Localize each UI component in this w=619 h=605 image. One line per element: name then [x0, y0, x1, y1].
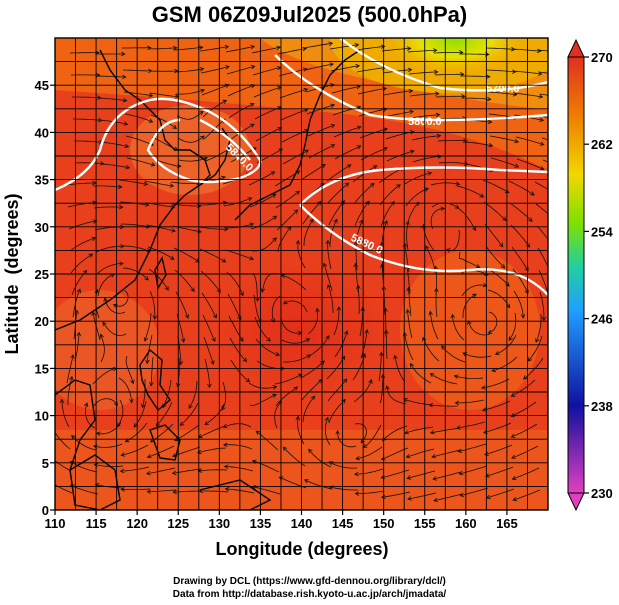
x-tick-label: 130 [208, 516, 230, 531]
y-tick-label: 20 [35, 314, 49, 329]
x-tick-label: 145 [332, 516, 354, 531]
colorbar-tick-label: 254 [591, 224, 613, 239]
x-tick-label: 115 [86, 516, 107, 531]
colorbar-tick-label: 270 [591, 50, 613, 65]
contour-5700 [339, 38, 548, 92]
coastline-japan [234, 49, 361, 221]
y-tick-label: 40 [35, 125, 49, 140]
plot-frame [54, 37, 549, 511]
y-tick-label: 35 [35, 173, 49, 188]
y-tick-label: 45 [35, 78, 49, 93]
coastline-mindanao [149, 424, 181, 461]
map-title: GSM 06Z09Jul2025 (500.0hPa) [151, 2, 468, 27]
y-axis-title: Latitude (degrees) [2, 193, 22, 354]
contour-label-5700: 5700.0 [486, 83, 520, 95]
x-tick-label: 165 [496, 516, 518, 531]
y-tick-label: 5 [42, 456, 49, 471]
colorbar-tick-label: 238 [591, 399, 613, 414]
colorbar-tick-label: 230 [591, 486, 613, 501]
x-tick-label: 135 [250, 516, 272, 531]
x-tick-label: 160 [455, 516, 477, 531]
y-tick-label: 15 [35, 361, 49, 376]
lat-lon-grid [54, 37, 549, 511]
coastline-borneo [69, 454, 121, 510]
x-tick-label: 120 [126, 516, 148, 531]
y-tick-label: 0 [42, 503, 49, 518]
x-axis-title: Longitude (degrees) [215, 539, 388, 559]
x-tick-label: 140 [291, 516, 313, 531]
y-tick-label: 30 [35, 220, 49, 235]
x-tick-label: 150 [373, 516, 395, 531]
colorbar-arrow-bottom [567, 492, 585, 512]
coastline-taiwan [154, 256, 167, 290]
colorbar-tick-label: 246 [591, 312, 613, 327]
coastline-luzon [139, 348, 171, 412]
contour-5800 [274, 54, 548, 122]
x-tick-label: 110 [45, 516, 66, 531]
credit-drawing: Drawing by DCL (https://www.gfd-dennou.o… [173, 576, 446, 587]
y-tick-label: 10 [35, 409, 49, 424]
axis-ticks: 110 115 120 125 130 135 140 145 150 155 160 165 0 5 10… [35, 78, 518, 531]
credit-data: Data from http://database.rish.kyoto-u.a… [172, 589, 447, 600]
x-tick-label: 125 [167, 516, 189, 531]
colorbar-arrow-top [567, 38, 585, 58]
colorbar-tick-label: 262 [591, 137, 613, 152]
coastline-indochina [55, 379, 96, 471]
x-tick-label: 155 [414, 516, 436, 531]
contour-5840 [199, 118, 251, 161]
y-tick-label: 25 [35, 267, 49, 282]
colorbar: 230 238 246 254 262 270 [567, 38, 613, 512]
